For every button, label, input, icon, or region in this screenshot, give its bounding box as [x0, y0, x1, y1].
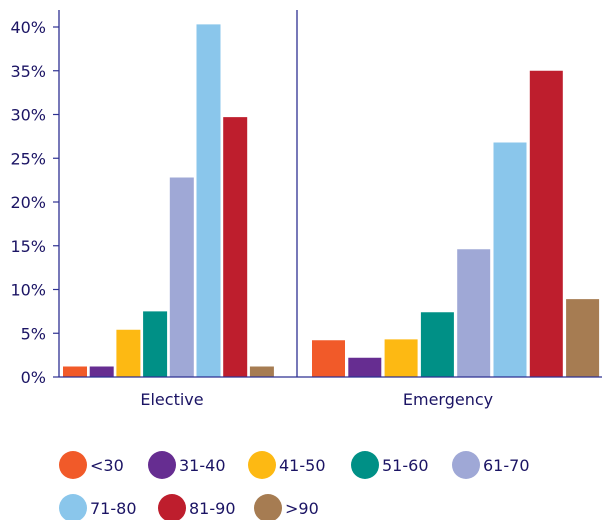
- legend-item: 81-90: [158, 494, 236, 522]
- legend-swatch: [452, 451, 480, 479]
- legend-swatch: [351, 451, 379, 479]
- x-category-label: Elective: [140, 390, 203, 409]
- bar-elective-6: [196, 24, 221, 377]
- bar-emergency-1: [312, 340, 345, 377]
- bar-elective-7: [223, 117, 248, 377]
- bar-emergency-8: [566, 299, 600, 377]
- x-category-label: Emergency: [403, 390, 493, 409]
- axes: 0% 5% 10% 15% 20% 25% 30% 35% 40% Elective Emergen…: [10, 10, 602, 409]
- bar-elective-2: [89, 366, 114, 377]
- y-tick-label: 10%: [10, 281, 46, 300]
- bar-emergency-6: [493, 142, 527, 377]
- legend-label: 71-80: [90, 499, 137, 518]
- legend-swatch: [158, 494, 186, 522]
- y-tick-label: 5%: [21, 324, 46, 343]
- legend-item: 61-70: [452, 451, 530, 479]
- legend-label: 51-60: [382, 456, 429, 475]
- legend-item: <30: [59, 451, 124, 479]
- y-tick-label: 20%: [10, 193, 46, 212]
- bar-emergency-4: [420, 312, 454, 377]
- bar-elective-4: [143, 311, 168, 377]
- bar-elective-3: [116, 329, 141, 377]
- legend-label: >90: [285, 499, 319, 518]
- legend-label: 61-70: [483, 456, 530, 475]
- legend-swatch: [59, 451, 87, 479]
- legend-item: 31-40: [148, 451, 226, 479]
- y-tick-label: 15%: [10, 237, 46, 256]
- plot-area: [63, 24, 600, 377]
- legend-swatch: [59, 494, 87, 522]
- y-tick-label: 25%: [10, 149, 46, 168]
- bar-emergency-5: [457, 249, 491, 377]
- legend-swatch: [148, 451, 176, 479]
- legend-label: 31-40: [179, 456, 226, 475]
- legend-item: 71-80: [59, 494, 137, 522]
- y-tick-label: 30%: [10, 106, 46, 125]
- bar-elective-5: [169, 177, 194, 377]
- legend-item: 51-60: [351, 451, 429, 479]
- legend-swatch: [248, 451, 276, 479]
- y-tick-label: 35%: [10, 62, 46, 81]
- legend-swatch: [254, 494, 282, 522]
- bar-elective-1: [63, 366, 87, 377]
- bar-emergency-2: [348, 357, 382, 377]
- legend-item: >90: [254, 494, 319, 522]
- y-tick-label: 0%: [21, 368, 46, 387]
- bar-elective-8: [249, 366, 274, 377]
- legend-label: 41-50: [279, 456, 326, 475]
- bar-emergency-7: [529, 70, 563, 377]
- y-tick-label: 40%: [10, 18, 46, 37]
- legend: <30 31-40 41-50 51-60 61-70 71-80 81-90 >90: [59, 451, 530, 522]
- legend-label: 81-90: [189, 499, 236, 518]
- legend-label: <30: [90, 456, 124, 475]
- legend-item: 41-50: [248, 451, 326, 479]
- bar-emergency-3: [384, 339, 418, 377]
